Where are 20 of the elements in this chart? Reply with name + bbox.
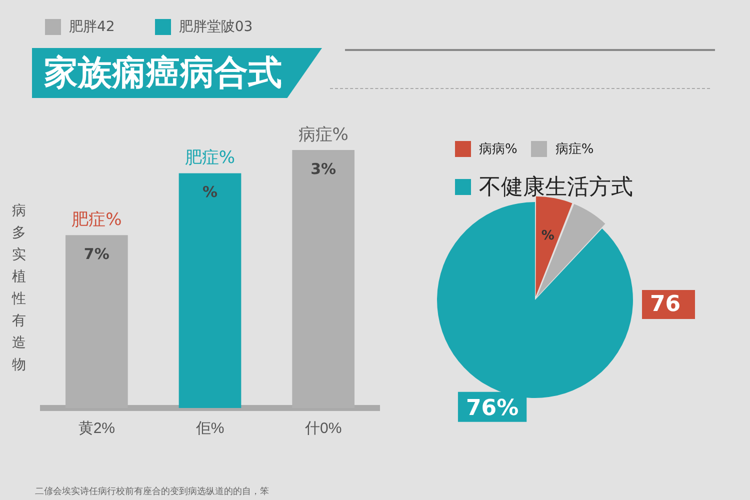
x-tick-label: 黄2% <box>78 420 116 438</box>
annotation: 3% <box>310 160 336 178</box>
chart-title: 家族痫癌病合式 <box>32 48 322 98</box>
text: 76% <box>466 396 519 421</box>
legend-label: 病病% <box>479 141 518 158</box>
y-axis-title: 病多实植性有造物 <box>10 202 27 375</box>
legend-label: 不健康生活方式 <box>479 174 633 202</box>
text: 二偐会埃实诗任病行校前有座合的变到病选纵道的的自，笨 <box>35 486 269 498</box>
text: 76 <box>642 290 695 319</box>
x-tick-label: 佢% <box>196 420 224 438</box>
annotation: 肥症% <box>184 148 236 168</box>
annotation: 7% <box>84 245 110 264</box>
legend-label: 肥胖堂陂03 <box>178 18 253 36</box>
annotation: % <box>202 183 218 202</box>
x-tick-label: 什0% <box>304 420 342 438</box>
legend-label: 肥胖42 <box>69 18 115 36</box>
text: % <box>541 228 554 244</box>
annotation: 肥症% <box>72 210 122 230</box>
annotation: 病症% <box>298 125 348 145</box>
legend-label: 病症% <box>555 141 594 158</box>
